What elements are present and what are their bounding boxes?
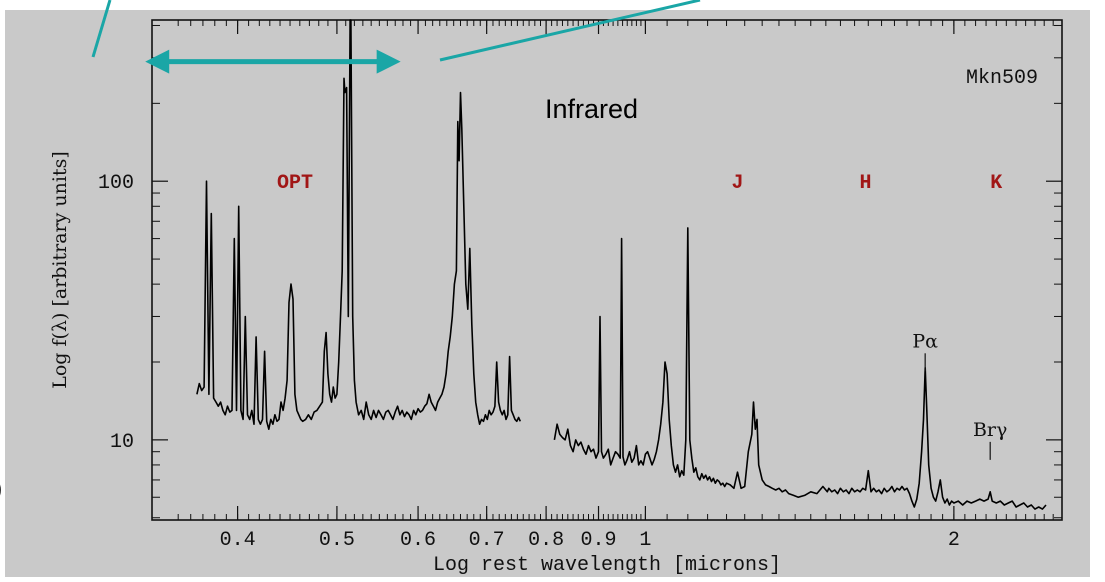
overlay-infrared-label: Infrared (545, 94, 638, 124)
x-tick-label: 0.4 (220, 529, 256, 552)
band-label: J (732, 172, 744, 195)
tick-marks (152, 20, 1062, 520)
x-tick-label: 0.8 (528, 529, 564, 552)
spectrum-line-near-infrared (553, 227, 1047, 510)
x-tick-label: 0.9 (581, 529, 617, 552)
y-tick-label: 100 (98, 172, 134, 195)
x-tick-label: 0.5 (319, 529, 355, 552)
overlay-pointer-line-right (439, 0, 701, 62)
annotations: Mkn509 OPT J H K Pα Brγ Infrared (145, 49, 1038, 460)
x-tick-label: 1 (639, 529, 651, 552)
plot-background (5, 10, 1090, 577)
overlay-arrowhead-right (376, 49, 401, 74)
line-annotation-label: Pα (912, 330, 938, 352)
overlay-pointer-line-left (91, 0, 112, 58)
band-label: H (860, 172, 872, 195)
y-tick-label: 10 (110, 431, 134, 454)
y-axis-label: Log f(λ) [arbitrary units] (49, 151, 71, 389)
spectrum-line-optical (196, 19, 522, 430)
x-tick-label: 0.7 (469, 529, 505, 552)
axis-labels: 0.4 0.5 0.6 0.7 0.8 0.9 1 2 10 100 Log rest wavele… (49, 151, 960, 577)
line-annotation-label: Brγ (973, 419, 1007, 441)
x-axis-label: Log rest wavelength [microns] (433, 554, 781, 577)
spectrum-series (196, 19, 1047, 510)
x-tick-label: 2 (948, 529, 960, 552)
object-label: Mkn509 (966, 67, 1038, 90)
band-label: OPT (277, 172, 313, 195)
band-label: K (990, 172, 1002, 195)
overlay-arrowhead-left (145, 49, 170, 74)
x-tick-label: 0.6 (400, 529, 436, 552)
